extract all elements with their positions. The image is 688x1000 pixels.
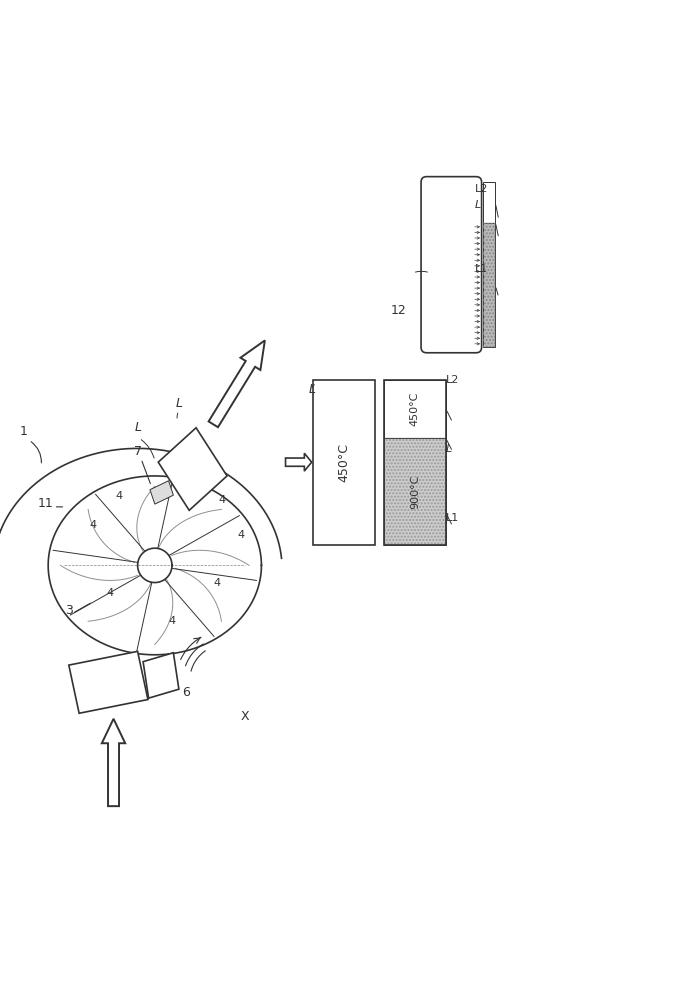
Bar <box>483 223 495 347</box>
Bar <box>483 182 495 223</box>
Text: L: L <box>308 383 315 396</box>
Text: 4: 4 <box>89 520 96 530</box>
FancyBboxPatch shape <box>313 380 375 545</box>
Text: L: L <box>475 200 481 210</box>
FancyBboxPatch shape <box>421 177 482 353</box>
Text: L: L <box>446 444 452 454</box>
Bar <box>384 380 446 545</box>
Text: L: L <box>175 397 182 410</box>
FancyArrow shape <box>102 719 125 806</box>
Polygon shape <box>158 428 227 510</box>
Polygon shape <box>69 651 148 713</box>
Bar <box>384 380 446 438</box>
Bar <box>384 438 446 545</box>
Text: 11: 11 <box>38 497 54 510</box>
Polygon shape <box>150 481 173 504</box>
Text: 4: 4 <box>237 530 244 540</box>
Text: 4: 4 <box>162 491 169 501</box>
Text: 900°C: 900°C <box>410 474 420 509</box>
Text: L1: L1 <box>446 513 459 523</box>
Text: L2: L2 <box>446 375 459 385</box>
FancyArrow shape <box>286 453 312 471</box>
Text: L2: L2 <box>475 184 488 194</box>
Text: 4: 4 <box>107 588 114 598</box>
Text: X: X <box>241 710 250 723</box>
Text: 6: 6 <box>182 686 190 699</box>
Text: L: L <box>88 669 95 682</box>
Text: 4: 4 <box>116 491 122 501</box>
Text: L: L <box>134 421 141 434</box>
FancyArrow shape <box>208 340 265 427</box>
Text: 12: 12 <box>391 304 407 317</box>
Text: 4: 4 <box>219 495 226 505</box>
Bar <box>384 438 446 545</box>
Text: 1: 1 <box>19 425 27 438</box>
Polygon shape <box>143 653 179 698</box>
Text: 3: 3 <box>65 604 73 617</box>
Text: 4: 4 <box>213 578 220 588</box>
Bar <box>483 223 495 347</box>
Text: 450°C: 450°C <box>410 392 420 426</box>
Text: 7: 7 <box>134 445 142 458</box>
Text: 4: 4 <box>169 616 175 626</box>
Text: L1: L1 <box>475 264 488 274</box>
Text: 450°C: 450°C <box>338 443 350 482</box>
